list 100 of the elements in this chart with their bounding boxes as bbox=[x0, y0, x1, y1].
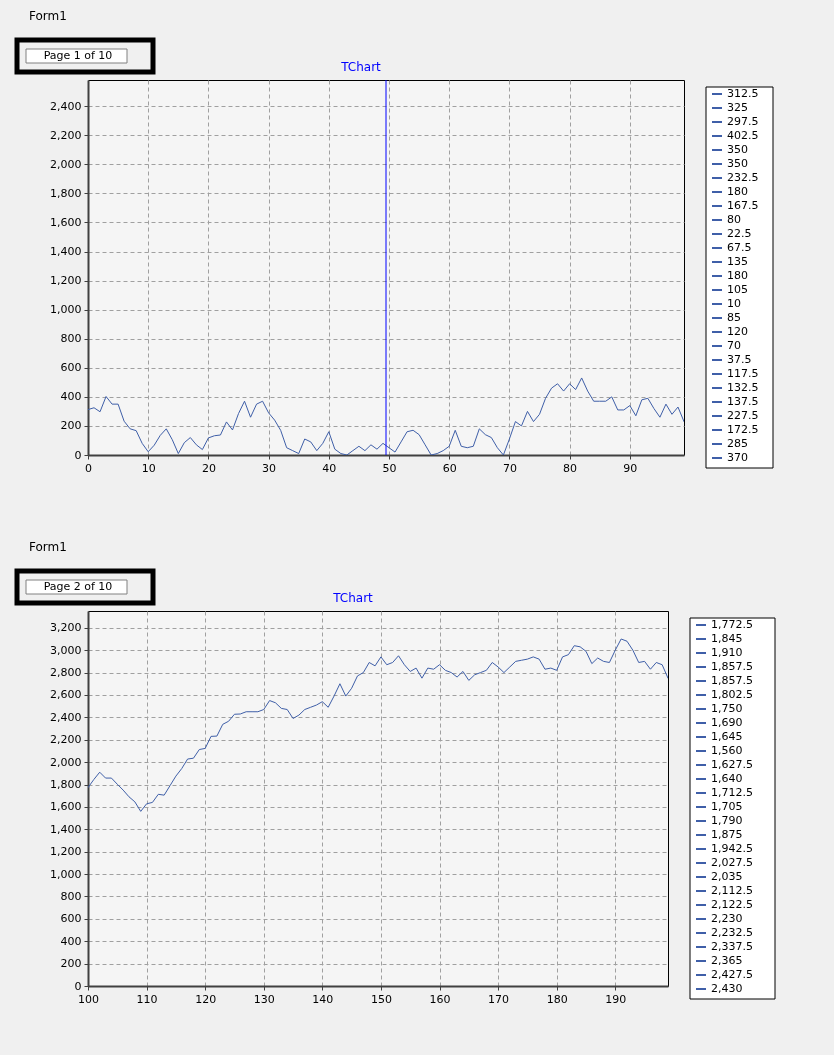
x-tick-label: 130 bbox=[253, 992, 275, 1006]
y-tick-label: 200 bbox=[60, 419, 82, 433]
text: 2,232.5 bbox=[711, 926, 753, 939]
x-tick-label: 150 bbox=[370, 992, 392, 1006]
y-tick-label: 1,600 bbox=[50, 800, 82, 814]
y-tick-label: 1,200 bbox=[50, 845, 82, 859]
x-tick-label: 100 bbox=[78, 992, 99, 1006]
y-tick-label: 1,600 bbox=[50, 215, 82, 229]
text: 2,027.5 bbox=[711, 856, 753, 869]
text: 297.5 bbox=[727, 115, 759, 128]
y-tick-label: 200 bbox=[60, 957, 82, 971]
x-tick-label: 110 bbox=[136, 992, 158, 1006]
y-tick-label: 600 bbox=[60, 361, 82, 375]
chart-title: TChart bbox=[340, 60, 382, 74]
text: 172.5 bbox=[727, 423, 759, 436]
text: 180 bbox=[727, 269, 748, 282]
x-tick-label: 0 bbox=[85, 461, 92, 475]
text: 1,690 bbox=[711, 716, 743, 729]
text: 1,627.5 bbox=[711, 758, 753, 771]
text: 120 bbox=[727, 325, 748, 338]
y-tick-label: 2,600 bbox=[50, 688, 82, 702]
y-tick-label: 0 bbox=[74, 979, 82, 993]
y-tick-label: 2,400 bbox=[50, 99, 82, 113]
text: 2,122.5 bbox=[711, 898, 753, 911]
y-tick-label: 2,800 bbox=[50, 666, 82, 680]
text: 1,857.5 bbox=[711, 674, 753, 687]
text: 117.5 bbox=[727, 367, 759, 380]
text: 10 bbox=[727, 297, 741, 310]
chart-title: TChart bbox=[332, 591, 374, 605]
y-tick-label: 1,200 bbox=[50, 274, 82, 288]
text: Form1 bbox=[29, 540, 67, 554]
y-tick-label: 600 bbox=[60, 912, 82, 926]
text: 167.5 bbox=[727, 199, 759, 212]
text: 37.5 bbox=[727, 353, 752, 366]
y-tick-label: 1,400 bbox=[50, 245, 82, 259]
text: 350 bbox=[727, 143, 748, 156]
text: 85 bbox=[727, 311, 741, 324]
text: 1,790 bbox=[711, 814, 743, 827]
x-tick-label: 180 bbox=[546, 992, 568, 1006]
text: 2,230 bbox=[711, 912, 743, 925]
text: 1,857.5 bbox=[711, 660, 753, 673]
text: 137.5 bbox=[727, 395, 759, 408]
y-tick-label: 0 bbox=[74, 448, 82, 462]
text: 1,712.5 bbox=[711, 786, 753, 799]
text: 2,035 bbox=[711, 870, 743, 883]
y-tick-label: 800 bbox=[60, 889, 82, 903]
x-tick-label: 170 bbox=[488, 992, 510, 1006]
text: 2,365 bbox=[711, 954, 743, 967]
y-tick-label: 400 bbox=[60, 934, 82, 948]
y-tick-label: 1,000 bbox=[50, 867, 82, 881]
text: 70 bbox=[727, 339, 741, 352]
x-tick-label: 90 bbox=[623, 461, 638, 475]
text: 1,705 bbox=[711, 800, 743, 813]
text: 227.5 bbox=[727, 409, 759, 422]
text: 325 bbox=[727, 101, 748, 114]
text: 285 bbox=[727, 437, 748, 450]
text: 1,750 bbox=[711, 702, 743, 715]
text: 135 bbox=[727, 255, 748, 268]
text: 80 bbox=[727, 213, 741, 226]
text: 1,772.5 bbox=[711, 618, 753, 631]
y-tick-label: 2,400 bbox=[50, 710, 82, 724]
y-tick-label: 1,400 bbox=[50, 822, 82, 836]
text: 1,942.5 bbox=[711, 842, 753, 855]
x-tick-label: 60 bbox=[442, 461, 457, 475]
text: 132.5 bbox=[727, 381, 759, 394]
text: 2,112.5 bbox=[711, 884, 753, 897]
x-tick-label: 70 bbox=[502, 461, 517, 475]
text: 105 bbox=[727, 283, 748, 296]
x-tick-label: 10 bbox=[141, 461, 156, 475]
text: Form1 bbox=[29, 9, 67, 23]
y-tick-label: 400 bbox=[60, 390, 82, 404]
text: 1,875 bbox=[711, 828, 743, 841]
text: 312.5 bbox=[727, 87, 759, 100]
text: 2,337.5 bbox=[711, 940, 753, 953]
text: 67.5 bbox=[727, 241, 752, 254]
y-tick-label: 3,200 bbox=[50, 621, 82, 635]
text: 1,910 bbox=[711, 646, 743, 659]
x-tick-label: 20 bbox=[201, 461, 216, 475]
x-tick-label: 140 bbox=[312, 992, 334, 1006]
x-tick-label: 160 bbox=[429, 992, 451, 1006]
text: 180 bbox=[727, 185, 748, 198]
x-tick-label: 50 bbox=[382, 461, 397, 475]
text: 22.5 bbox=[727, 227, 752, 240]
text: 1,845 bbox=[711, 632, 743, 645]
text: Page 2 of 10 bbox=[43, 580, 113, 593]
y-tick-label: 2,200 bbox=[50, 128, 82, 142]
text: 232.5 bbox=[727, 171, 759, 184]
y-tick-label: 2,000 bbox=[50, 755, 82, 769]
y-tick-label: 3,000 bbox=[50, 643, 82, 657]
text: 1,640 bbox=[711, 772, 743, 785]
x-tick-label: 80 bbox=[563, 461, 578, 475]
text: 402.5 bbox=[727, 129, 759, 142]
x-tick-label: 30 bbox=[262, 461, 277, 475]
y-tick-label: 2,200 bbox=[50, 733, 82, 747]
text: 1,560 bbox=[711, 744, 743, 757]
y-tick-label: 1,000 bbox=[50, 303, 82, 317]
y-tick-label: 1,800 bbox=[50, 186, 82, 200]
text: 1,802.5 bbox=[711, 688, 753, 701]
text: 350 bbox=[727, 157, 748, 170]
y-tick-label: 800 bbox=[60, 332, 82, 346]
